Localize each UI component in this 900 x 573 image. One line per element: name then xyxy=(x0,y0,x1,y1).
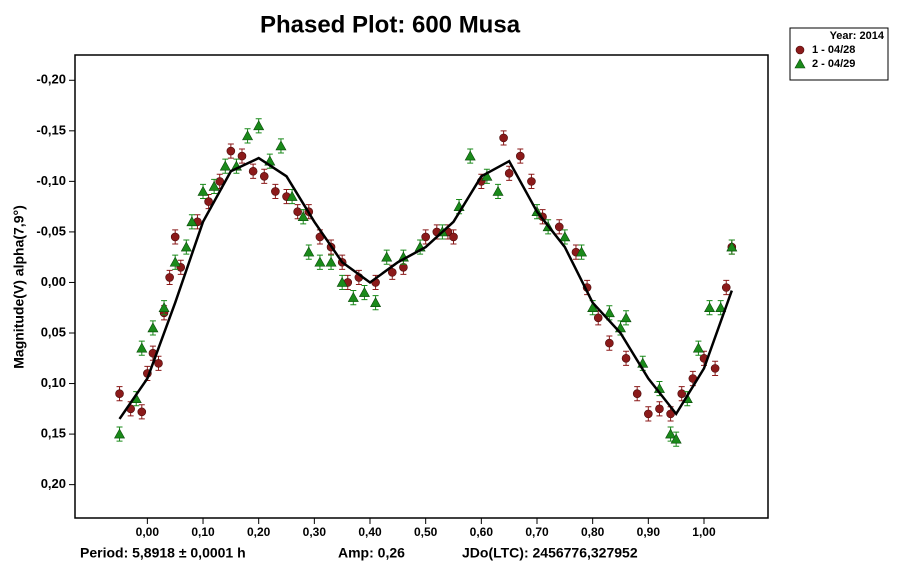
x-tick-label: 0,40 xyxy=(358,525,382,539)
point xyxy=(559,231,571,242)
y-tick-label: -0,05 xyxy=(36,223,66,238)
y-tick-label: -0,15 xyxy=(36,122,66,137)
point xyxy=(449,232,458,242)
legend-marker xyxy=(795,45,805,55)
point xyxy=(605,338,614,348)
chart-title: Phased Plot: 600 Musa xyxy=(260,11,521,38)
point xyxy=(370,297,382,307)
point xyxy=(275,140,287,151)
point xyxy=(554,222,564,232)
point xyxy=(665,428,677,439)
point xyxy=(670,433,682,444)
point xyxy=(325,256,337,267)
legend-marker xyxy=(794,58,806,69)
point xyxy=(253,120,265,131)
legend-label: 2 - 04/29 xyxy=(812,58,855,70)
y-tick-label: 0,00 xyxy=(41,274,66,289)
point xyxy=(215,177,225,186)
x-tick-label: 0,90 xyxy=(637,525,661,539)
x-tick-label: 0,50 xyxy=(414,525,438,539)
point xyxy=(180,241,192,252)
x-tick-label: 1,00 xyxy=(692,525,716,539)
point xyxy=(421,232,430,242)
point xyxy=(516,151,525,161)
point xyxy=(504,168,514,178)
legend-box xyxy=(789,27,889,81)
x-tick-label: 0,20 xyxy=(247,525,271,539)
point xyxy=(154,359,163,368)
footer-epoch: JDo(LTC): 2456776,327952 xyxy=(462,545,638,561)
point xyxy=(704,302,716,313)
point xyxy=(715,302,727,313)
point xyxy=(114,428,126,439)
point xyxy=(186,216,198,227)
point xyxy=(208,180,220,191)
point xyxy=(492,185,504,196)
y-tick-label: -0,10 xyxy=(36,173,66,188)
point xyxy=(165,273,174,282)
point xyxy=(170,232,180,242)
point xyxy=(381,251,393,262)
point xyxy=(137,407,147,417)
point xyxy=(621,353,631,363)
point xyxy=(576,246,588,257)
point xyxy=(136,342,148,353)
footer-amp: Amp: 0,26 xyxy=(338,545,405,561)
y-tick-label: -0,20 xyxy=(36,72,66,87)
fit-curve xyxy=(118,156,733,420)
point xyxy=(197,185,209,196)
x-tick-label: 0,10 xyxy=(191,525,215,539)
point xyxy=(336,276,348,287)
point xyxy=(721,283,731,292)
point xyxy=(677,389,687,398)
point xyxy=(358,286,370,297)
legend-label: 1 - 04/28 xyxy=(812,44,855,56)
x-tick-label: 0,70 xyxy=(525,525,549,539)
point xyxy=(115,389,124,398)
point xyxy=(644,409,653,419)
point xyxy=(204,197,213,206)
y-tick-label: 0,10 xyxy=(41,375,66,390)
point xyxy=(271,187,280,196)
x-tick-label: 0,80 xyxy=(581,525,605,539)
point xyxy=(219,160,231,171)
point xyxy=(237,151,247,161)
point xyxy=(499,133,508,143)
point xyxy=(248,166,258,176)
point xyxy=(710,364,720,373)
point xyxy=(259,172,269,181)
point xyxy=(314,256,326,267)
point xyxy=(169,256,181,267)
point xyxy=(297,211,309,222)
point xyxy=(303,246,315,257)
point xyxy=(527,177,536,186)
point xyxy=(464,150,476,161)
point xyxy=(655,404,664,414)
plot-frame xyxy=(74,54,769,519)
y-tick-label: 0,15 xyxy=(41,426,66,441)
point xyxy=(726,241,738,252)
legend-title: Year: 2014 xyxy=(830,30,885,42)
point xyxy=(226,146,236,156)
x-tick-label: 0,30 xyxy=(303,525,327,539)
y-tick-label: 0,05 xyxy=(41,324,66,339)
x-tick-label: 0,00 xyxy=(136,525,160,539)
point xyxy=(620,312,632,323)
point xyxy=(692,342,704,353)
point xyxy=(387,268,397,277)
point xyxy=(286,190,298,201)
x-tick-label: 0,60 xyxy=(470,525,494,539)
point xyxy=(147,322,159,333)
footer-period: Period: 5,8918 ± 0,0001 h xyxy=(80,545,246,561)
point xyxy=(293,207,302,216)
point xyxy=(632,389,642,398)
point xyxy=(603,307,615,318)
point xyxy=(242,130,254,141)
point xyxy=(593,313,603,323)
point xyxy=(347,292,359,302)
point xyxy=(158,302,170,313)
y-tick-label: 0,20 xyxy=(41,476,66,491)
y-axis-label: Magnitude(V) alpha(7,9°) xyxy=(11,205,27,369)
